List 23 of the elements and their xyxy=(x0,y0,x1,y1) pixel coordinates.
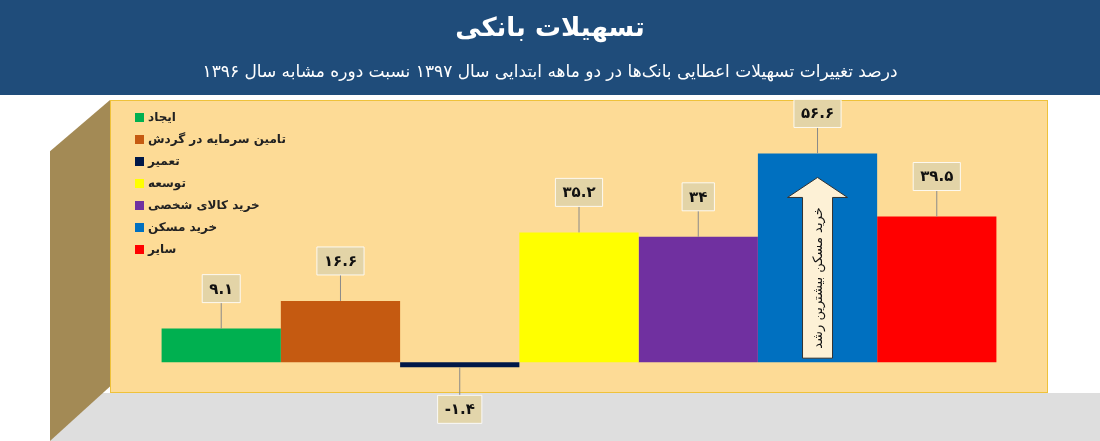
legend-label: سایر xyxy=(148,241,177,257)
data-label: ۹.۱ xyxy=(209,279,234,298)
data-label: ۱۶.۶ xyxy=(323,251,358,270)
data-label: ۳۵.۲ xyxy=(562,183,596,202)
legend-label: تامین سرمایه در گردش xyxy=(148,131,286,147)
bar xyxy=(638,236,758,363)
data-label: ۳۴ xyxy=(689,187,708,206)
bar xyxy=(280,300,401,363)
legend-label: توسعه xyxy=(148,175,186,191)
legend-label: خرید کالای شخصی xyxy=(148,197,260,213)
data-label: ۳۹.۵ xyxy=(920,167,954,186)
bar xyxy=(519,232,639,363)
legend-label: خرید مسکن xyxy=(148,219,218,235)
data-label: -۱.۴ xyxy=(444,400,475,419)
data-label: ۵۶.۶ xyxy=(800,104,835,123)
bar xyxy=(161,328,281,363)
chart-subtitle: درصد تغییرات تسهیلات اعطایی بانک‌ها در دو ماهه ابتدایی سال ۱۳۹۷ نسبت دوره مشابه سال ۱۳۹۶ xyxy=(201,60,899,84)
bar xyxy=(877,216,997,363)
legend-label: تعمیر xyxy=(148,153,180,169)
chart-title: تسهیلات بانکی xyxy=(454,11,646,44)
bar xyxy=(400,362,520,368)
legend-label: ایجاد xyxy=(148,109,176,125)
annotation: خرید مسکن بیشترین رشد xyxy=(809,207,826,349)
